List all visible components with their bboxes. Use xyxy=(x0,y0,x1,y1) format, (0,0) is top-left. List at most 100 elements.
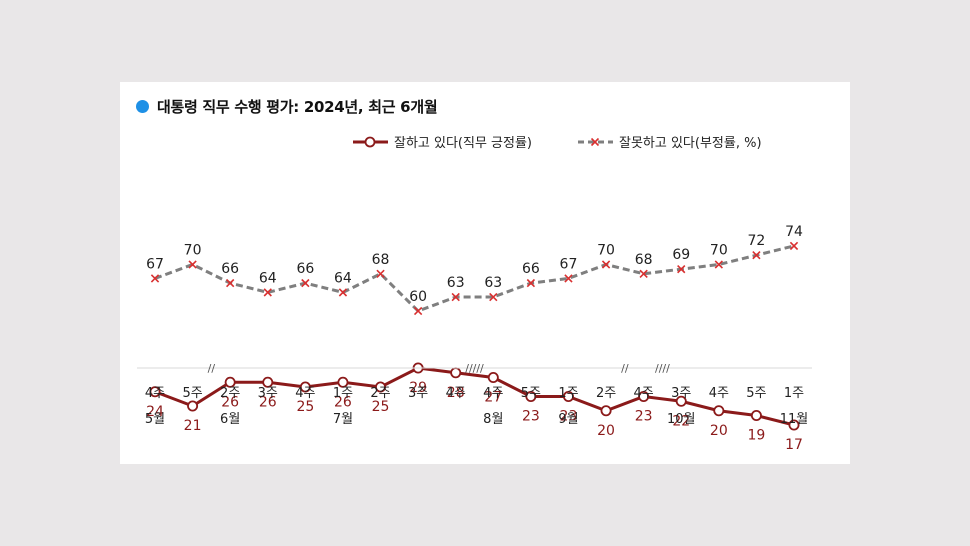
positive-data-label: 19 xyxy=(747,428,765,444)
chart-title-row: 대통령 직무 수행 평가: 2024년, 최근 6개월 xyxy=(136,96,438,116)
positive-point-marker xyxy=(750,409,762,421)
x-tick-label: 2주 xyxy=(220,386,240,401)
legend-positive-marker xyxy=(364,136,376,148)
negative-data-label: 69 xyxy=(672,247,690,263)
negative-point-marker xyxy=(489,292,498,302)
negative-data-label: 64 xyxy=(259,270,277,286)
legend-positive-label: 잘하고 있다(직무 긍정률) xyxy=(394,136,532,151)
x-tick-label: 3주 xyxy=(258,386,278,401)
positive-point-marker xyxy=(149,386,161,398)
negative-point-marker xyxy=(188,260,197,269)
negative-data-label: 68 xyxy=(635,252,653,268)
positive-data-label: 29 xyxy=(409,380,427,396)
axis-break-mark: // xyxy=(208,362,216,375)
positive-point-marker xyxy=(375,381,387,393)
x-month-label: 11월 xyxy=(780,412,809,427)
legend-negative-label: 잘못하고 있다(부정률, %) xyxy=(619,136,762,151)
positive-data-label: 20 xyxy=(597,423,615,439)
positive-data-label: 17 xyxy=(785,437,803,453)
line-chart: 잘하고 있다(직무 긍정률) 잘못하고 있다(부정률, %) 67 70 66 64 66 6… xyxy=(137,136,812,453)
negative-data-label: 63 xyxy=(484,275,502,291)
negative-data-label: 64 xyxy=(334,270,352,286)
negative-data-label: 72 xyxy=(747,233,765,249)
x-tick-label: 5주 xyxy=(182,386,202,401)
positive-point-marker xyxy=(487,371,499,383)
x-tick-label: 4주 xyxy=(483,386,503,401)
positive-data-label: 25 xyxy=(296,399,314,415)
positive-point-marker xyxy=(337,376,349,388)
positive-data-label: 25 xyxy=(372,399,390,415)
chart-title: 대통령 직무 수행 평가: 2024년, 최근 6개월 xyxy=(157,97,438,116)
negative-data-label: 68 xyxy=(372,252,390,268)
x-tick-label: 4주 xyxy=(709,386,729,401)
axis-break-mark: ///// xyxy=(465,362,484,375)
negative-point-marker xyxy=(526,278,536,288)
positive-data-label: 22 xyxy=(672,413,690,429)
axis-break-mark: //// xyxy=(655,362,670,375)
x-tick-label: 2주 xyxy=(370,386,390,401)
positive-point-marker xyxy=(788,419,800,431)
positive-data-label: 23 xyxy=(635,409,653,425)
positive-point-marker xyxy=(600,405,612,417)
negative-point-marker xyxy=(639,269,648,278)
negative-data-label: 74 xyxy=(785,224,803,240)
negative-point-marker xyxy=(150,274,160,283)
negative-data-label: 70 xyxy=(597,243,615,259)
title-bullet-icon xyxy=(136,99,149,113)
x-tick-label: 1주 xyxy=(333,386,353,401)
x-tick-label: 5주 xyxy=(521,386,541,401)
positive-data-label: 24 xyxy=(146,404,164,420)
negative-point-marker xyxy=(301,278,310,288)
x-month-label: 6월 xyxy=(220,412,240,427)
negative-point-marker xyxy=(752,251,761,260)
x-tick-label: 3주 xyxy=(408,386,428,401)
x-tick-label: 4주 xyxy=(145,386,165,401)
negative-data-label: 67 xyxy=(560,256,578,272)
legend-negative-marker xyxy=(590,137,600,147)
negative-data-label: 67 xyxy=(146,256,164,272)
series-positive-line xyxy=(154,366,795,427)
positive-data-label: 23 xyxy=(522,409,540,425)
negative-point-marker xyxy=(677,264,686,274)
negative-data-label: 63 xyxy=(447,275,465,291)
positive-data-label: 28 xyxy=(447,385,465,401)
positive-point-marker xyxy=(262,376,274,388)
positive-point-marker xyxy=(224,376,236,388)
x-tick-label: 2주 xyxy=(596,386,616,401)
positive-point-marker xyxy=(299,381,311,393)
positive-data-label: 21 xyxy=(184,418,202,434)
positive-data-label: 23 xyxy=(560,409,578,425)
x-month-label: 7월 xyxy=(333,412,353,427)
axis-break-mark: // xyxy=(621,362,629,375)
negative-point-marker xyxy=(376,269,385,278)
positive-data-label: 26 xyxy=(259,394,277,410)
x-tick-label: 4주 xyxy=(634,386,654,401)
negative-point-marker xyxy=(451,292,460,302)
positive-data-label: 26 xyxy=(221,394,239,410)
x-month-label: 5월 xyxy=(145,412,165,427)
positive-data-label: 26 xyxy=(334,394,352,410)
negative-data-label: 70 xyxy=(710,243,728,259)
positive-point-marker xyxy=(450,367,462,379)
negative-point-marker xyxy=(226,278,235,288)
x-tick-label: 3주 xyxy=(671,386,691,401)
negative-data-label: 60 xyxy=(409,289,427,305)
x-tick-label: 4주 xyxy=(295,386,315,401)
negative-point-marker xyxy=(338,288,348,297)
negative-point-marker xyxy=(263,288,272,297)
negative-point-marker xyxy=(789,241,799,251)
series-negative-line xyxy=(154,244,795,313)
x-month-label: 9월 xyxy=(558,412,578,427)
x-tick-label: 1주 xyxy=(558,386,578,401)
positive-data-label: 20 xyxy=(710,423,728,439)
x-tick-label: 4주 xyxy=(446,386,466,401)
negative-data-label: 70 xyxy=(184,243,202,259)
negative-point-marker xyxy=(714,260,723,269)
positive-point-marker xyxy=(187,400,199,412)
negative-point-marker xyxy=(564,274,573,283)
chart-card: 대통령 직무 수행 평가: 2024년, 최근 6개월 잘하고 있다(직무 긍정… xyxy=(120,82,850,464)
negative-data-label: 66 xyxy=(522,261,540,277)
x-month-label: 8월 xyxy=(483,412,503,427)
x-tick-label: 1주 xyxy=(784,386,804,401)
x-tick-label: 5주 xyxy=(746,386,766,401)
